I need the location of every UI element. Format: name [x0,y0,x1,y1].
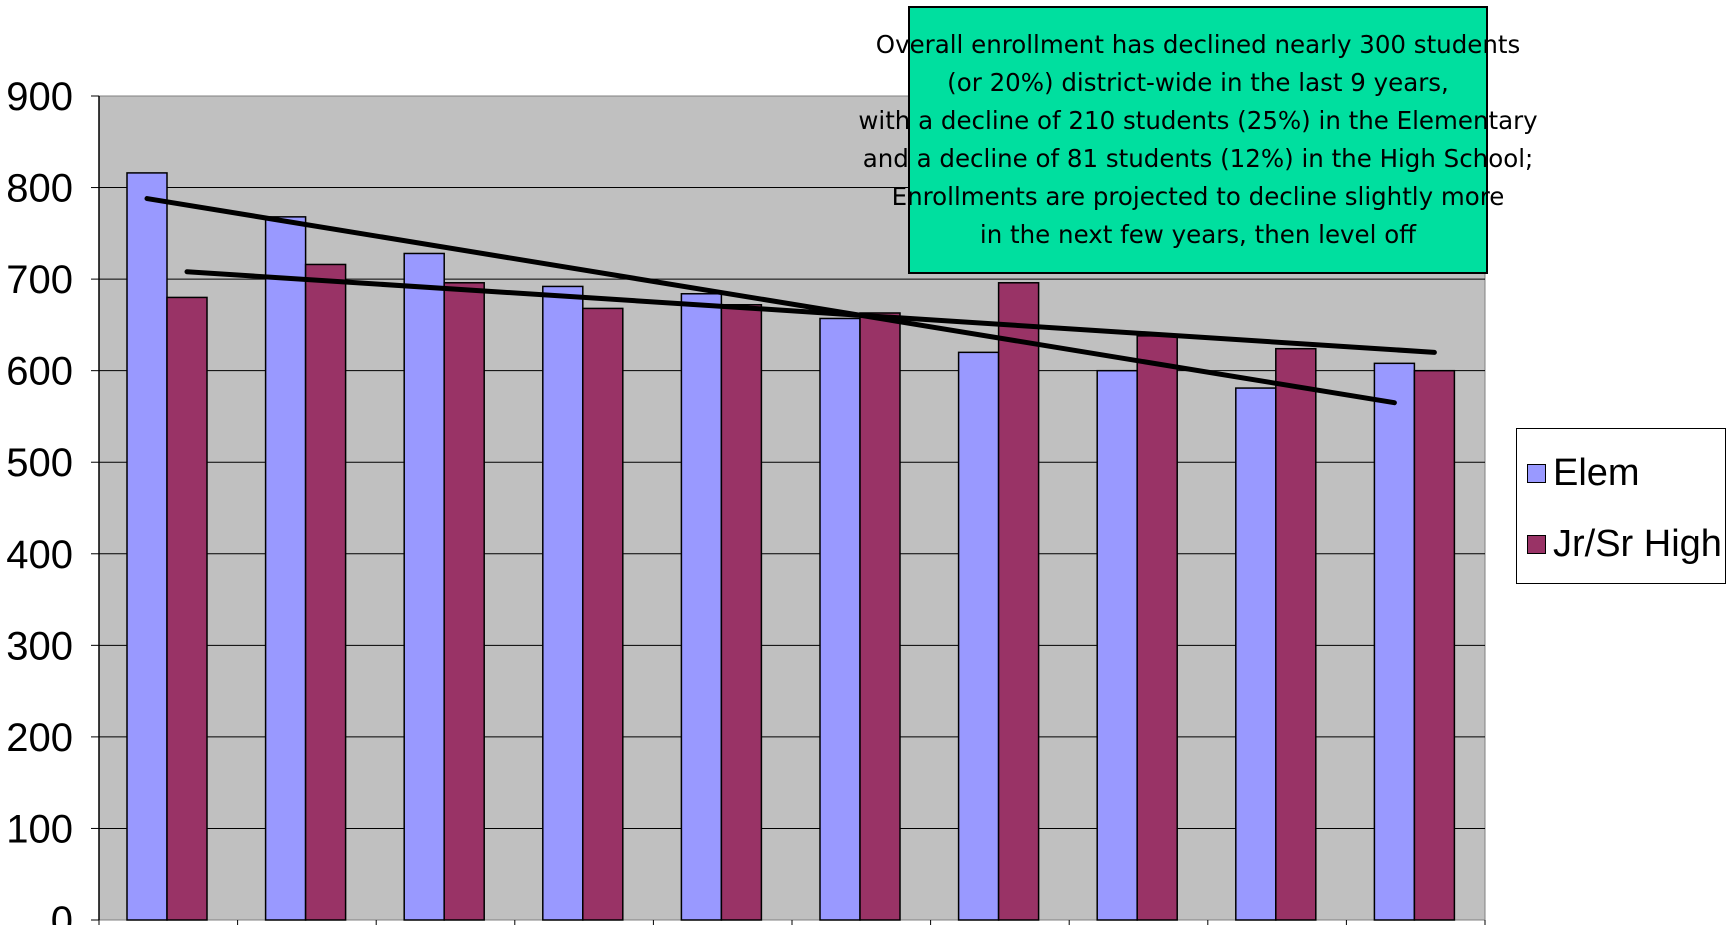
annotation-line: Enrollments are projected to decline sli… [891,182,1505,211]
y-tick-label: 100 [6,807,73,851]
y-tick-label: 300 [6,624,73,668]
y-tick-label: 500 [6,441,73,485]
bar-jrsr-high [304,263,347,921]
bar-elem [957,351,1000,921]
bar-jrsr-high [166,296,208,921]
annotation-callout: Overall enrollment has declined nearly 3… [858,6,1538,274]
trendline-jrsr-high [184,269,1437,355]
bar-elem [542,285,584,921]
bar-jrsr-high [1136,335,1178,921]
legend-swatch-jrsr-high [1527,535,1546,554]
y-tick-label: 900 [6,75,73,119]
y-tick-label: 0 [51,899,73,925]
y-tick-label: 600 [6,350,73,394]
chart-legend: Elem Jr/Sr High [1516,428,1726,584]
annotation-line: Overall enrollment has declined nearly 3… [875,30,1521,59]
annotation-line: in the next few years, then level off [979,220,1417,249]
y-tick-label: 200 [6,716,73,760]
bar-elem [1373,362,1416,921]
annotation-line: and a decline of 81 students (12%) in th… [862,144,1534,173]
trendline-elem [144,196,1397,406]
bar-elem [1096,369,1138,921]
annotation-line: with a decline of 210 students (25%) in … [858,106,1538,135]
bar-jrsr-high [1275,347,1317,921]
legend-item-elem: Elem [1527,452,1640,495]
bar-elem [264,216,307,921]
bar-jrsr-high [582,307,624,921]
bar-jrsr-high [1413,369,1456,921]
annotation-line: (or 20%) district-wide in the last 9 yea… [947,68,1449,97]
legend-swatch-elem [1527,464,1546,483]
y-tick-label: 800 [6,167,73,211]
bar-jrsr-high [859,312,901,921]
bar-elem [680,293,723,921]
legend-label-elem: Elem [1553,452,1640,494]
legend-item-jrsr-high: Jr/Sr High [1527,523,1722,566]
y-tick-label: 700 [6,258,73,302]
bar-elem [1235,387,1277,921]
bar-jrsr-high [997,282,1040,921]
bar-elem [819,317,861,921]
y-tick-label: 400 [6,533,73,577]
legend-label-jrsr-high: Jr/Sr High [1553,523,1722,565]
bar-jrsr-high [443,282,485,921]
bar-elem [126,172,168,921]
bar-jrsr-high [720,303,763,921]
bar-elem [403,252,445,921]
